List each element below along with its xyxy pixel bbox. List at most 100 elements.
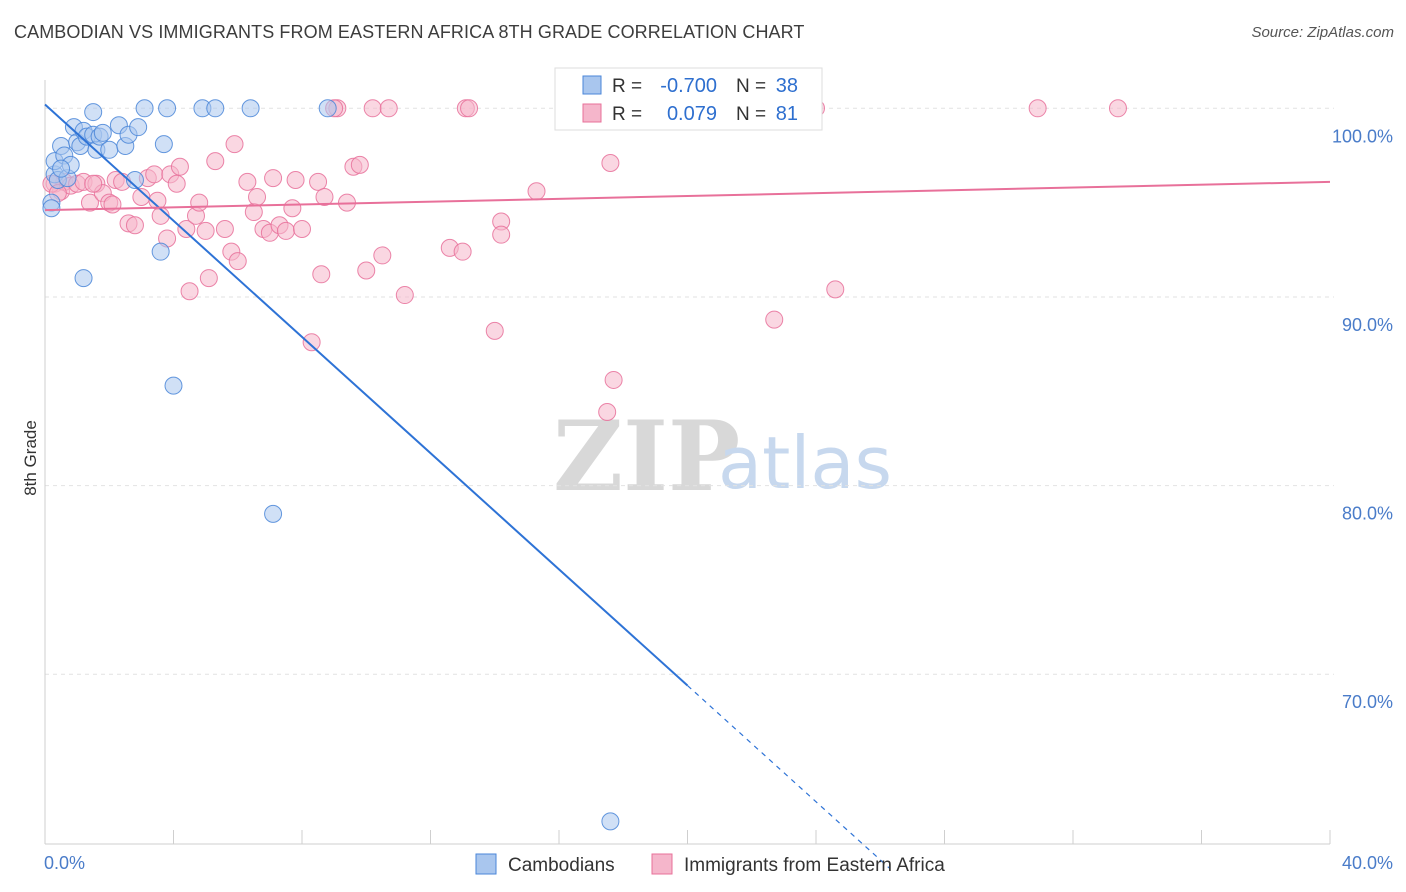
y-tick-labels: 70.0% 80.0% 90.0% 100.0% — [1332, 126, 1393, 712]
stats-legend: R = -0.700 N = 38 R = 0.079 N = 81 — [554, 67, 823, 131]
point-cambodians — [318, 99, 337, 118]
legend-r-label-pink: R = — [612, 104, 642, 125]
point-immigrants — [177, 220, 196, 239]
x-tick-label-min: 0.0% — [44, 853, 85, 873]
point-immigrants — [225, 135, 244, 154]
point-immigrants — [765, 310, 784, 329]
y-tick-label: 100.0% — [1332, 126, 1393, 146]
point-cambodians — [125, 170, 144, 189]
trend-line-immigrants — [44, 180, 1331, 212]
point-immigrants — [395, 286, 414, 305]
point-immigrants — [598, 403, 617, 422]
point-immigrants — [170, 157, 189, 176]
y-tick-label: 90.0% — [1342, 315, 1393, 335]
point-immigrants — [453, 242, 472, 261]
point-immigrants — [826, 280, 845, 299]
point-immigrants — [125, 216, 144, 235]
point-immigrants — [357, 261, 376, 280]
watermark-atlas: atlas — [718, 421, 892, 505]
point-immigrants — [601, 154, 620, 173]
point-immigrants — [199, 269, 218, 288]
legend-n-label-pink: N = — [736, 104, 766, 125]
point-cambodians — [100, 140, 119, 159]
point-immigrants — [167, 174, 186, 193]
watermark-zip: ZIP — [553, 400, 740, 513]
chart-title: CAMBODIAN VS IMMIGRANTS FROM EASTERN AFR… — [14, 22, 805, 42]
point-cambodians — [154, 135, 173, 154]
point-immigrants — [302, 333, 321, 352]
point-immigrants — [238, 172, 257, 191]
point-immigrants — [196, 221, 215, 240]
point-immigrants — [190, 193, 209, 212]
point-cambodians — [264, 504, 283, 523]
point-immigrants — [373, 246, 392, 265]
point-immigrants — [84, 174, 103, 193]
point-cambodians — [129, 118, 148, 137]
legend-n-value-blue: 38 — [776, 75, 798, 97]
point-immigrants — [80, 193, 99, 212]
source-credit: Source: ZipAtlas.com — [1251, 24, 1394, 41]
point-cambodians — [206, 99, 225, 118]
legend-label-cambodians: Cambodians — [508, 855, 615, 876]
point-cambodians — [601, 812, 620, 831]
legend-r-value-pink: 0.079 — [667, 103, 717, 125]
point-cambodians — [135, 99, 154, 118]
point-immigrants — [309, 172, 328, 191]
trend-line-cambodians-extension — [687, 685, 891, 870]
point-immigrants — [460, 99, 479, 118]
point-cambodians — [158, 99, 177, 118]
y-axis-label: 8th Grade — [21, 420, 40, 496]
point-cambodians — [84, 103, 103, 122]
point-immigrants — [286, 170, 305, 189]
point-immigrants — [1108, 99, 1127, 118]
point-immigrants — [312, 265, 331, 284]
point-cambodians — [241, 99, 260, 118]
trend-lines — [44, 103, 1331, 870]
point-immigrants — [293, 220, 311, 239]
point-immigrants — [248, 187, 267, 206]
point-immigrants — [103, 195, 122, 214]
point-immigrants — [315, 187, 334, 206]
point-immigrants — [492, 225, 511, 244]
legend-swatch-immigrants — [651, 853, 673, 875]
point-immigrants — [527, 182, 546, 201]
trend-line-cambodians — [44, 103, 689, 687]
point-immigrants — [1028, 99, 1047, 118]
point-cambodians — [52, 159, 71, 178]
point-immigrants — [604, 370, 623, 389]
point-immigrants — [145, 165, 164, 184]
point-immigrants — [180, 282, 199, 301]
y-tick-label: 70.0% — [1342, 692, 1393, 712]
point-cambodians — [74, 269, 93, 288]
series-immigrants-eastern-africa-points — [42, 99, 1127, 422]
series-legend: Cambodians Immigrants from Eastern Afric… — [475, 853, 945, 876]
point-immigrants — [276, 221, 295, 240]
legend-swatch-cambodians — [475, 853, 497, 875]
point-immigrants — [350, 155, 369, 174]
point-immigrants — [264, 169, 283, 188]
legend-r-label-blue: R = — [612, 76, 642, 97]
point-immigrants — [379, 99, 398, 118]
point-cambodians — [151, 242, 170, 261]
point-immigrants — [363, 99, 382, 118]
legend-r-value-blue: -0.700 — [660, 75, 717, 97]
legend-n-value-pink: 81 — [776, 103, 798, 125]
point-immigrants — [485, 321, 504, 340]
x-tick-label-max: 40.0% — [1342, 853, 1393, 873]
legend-n-label-blue: N = — [736, 76, 766, 97]
point-immigrants — [215, 220, 234, 239]
legend-swatch-blue — [582, 75, 602, 95]
point-cambodians — [164, 376, 183, 395]
gridlines — [45, 107, 1334, 675]
point-immigrants — [206, 152, 225, 171]
point-cambodians — [93, 123, 112, 142]
point-cambodians — [42, 199, 61, 218]
point-immigrants — [228, 252, 247, 271]
y-tick-label: 80.0% — [1342, 504, 1393, 524]
legend-label-immigrants: Immigrants from Eastern Africa — [684, 855, 945, 876]
series-cambodians-points — [42, 99, 620, 831]
point-immigrants — [283, 199, 302, 218]
legend-swatch-pink — [582, 103, 602, 123]
x-axis-ticks — [44, 830, 1331, 844]
